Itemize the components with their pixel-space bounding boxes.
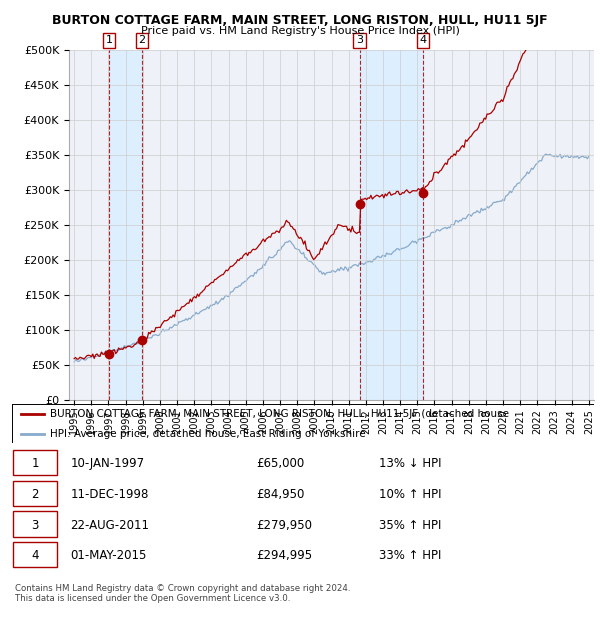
Text: BURTON COTTAGE FARM, MAIN STREET, LONG RISTON, HULL, HU11 5JF: BURTON COTTAGE FARM, MAIN STREET, LONG R… xyxy=(52,14,548,27)
Text: 01-MAY-2015: 01-MAY-2015 xyxy=(70,549,146,562)
Text: £279,950: £279,950 xyxy=(256,518,313,531)
FancyBboxPatch shape xyxy=(13,542,57,567)
Text: 35% ↑ HPI: 35% ↑ HPI xyxy=(379,518,441,531)
Text: 10-JAN-1997: 10-JAN-1997 xyxy=(70,457,145,470)
Bar xyxy=(109,50,142,400)
Text: 3: 3 xyxy=(356,35,363,45)
Text: 11-DEC-1998: 11-DEC-1998 xyxy=(70,488,149,501)
Text: 2: 2 xyxy=(31,488,39,501)
Bar xyxy=(359,50,423,400)
Text: Contains HM Land Registry data © Crown copyright and database right 2024.
This d: Contains HM Land Registry data © Crown c… xyxy=(15,584,350,603)
Text: BURTON COTTAGE FARM, MAIN STREET, LONG RISTON, HULL, HU11 5JF (detached house: BURTON COTTAGE FARM, MAIN STREET, LONG R… xyxy=(50,409,509,419)
Text: 1: 1 xyxy=(31,457,39,470)
Text: 13% ↓ HPI: 13% ↓ HPI xyxy=(379,457,441,470)
Text: 4: 4 xyxy=(419,35,427,45)
Text: 10% ↑ HPI: 10% ↑ HPI xyxy=(379,488,441,501)
Text: 22-AUG-2011: 22-AUG-2011 xyxy=(70,518,149,531)
Text: 33% ↑ HPI: 33% ↑ HPI xyxy=(379,549,441,562)
Text: 4: 4 xyxy=(31,549,39,562)
FancyBboxPatch shape xyxy=(13,450,57,476)
Text: £65,000: £65,000 xyxy=(256,457,305,470)
Text: £294,995: £294,995 xyxy=(256,549,313,562)
Text: 2: 2 xyxy=(139,35,145,45)
Text: HPI: Average price, detached house, East Riding of Yorkshire: HPI: Average price, detached house, East… xyxy=(50,428,365,438)
Text: 1: 1 xyxy=(106,35,112,45)
FancyBboxPatch shape xyxy=(13,480,57,506)
FancyBboxPatch shape xyxy=(13,512,57,536)
Text: £84,950: £84,950 xyxy=(256,488,305,501)
Text: Price paid vs. HM Land Registry's House Price Index (HPI): Price paid vs. HM Land Registry's House … xyxy=(140,26,460,36)
Text: 3: 3 xyxy=(31,518,38,531)
